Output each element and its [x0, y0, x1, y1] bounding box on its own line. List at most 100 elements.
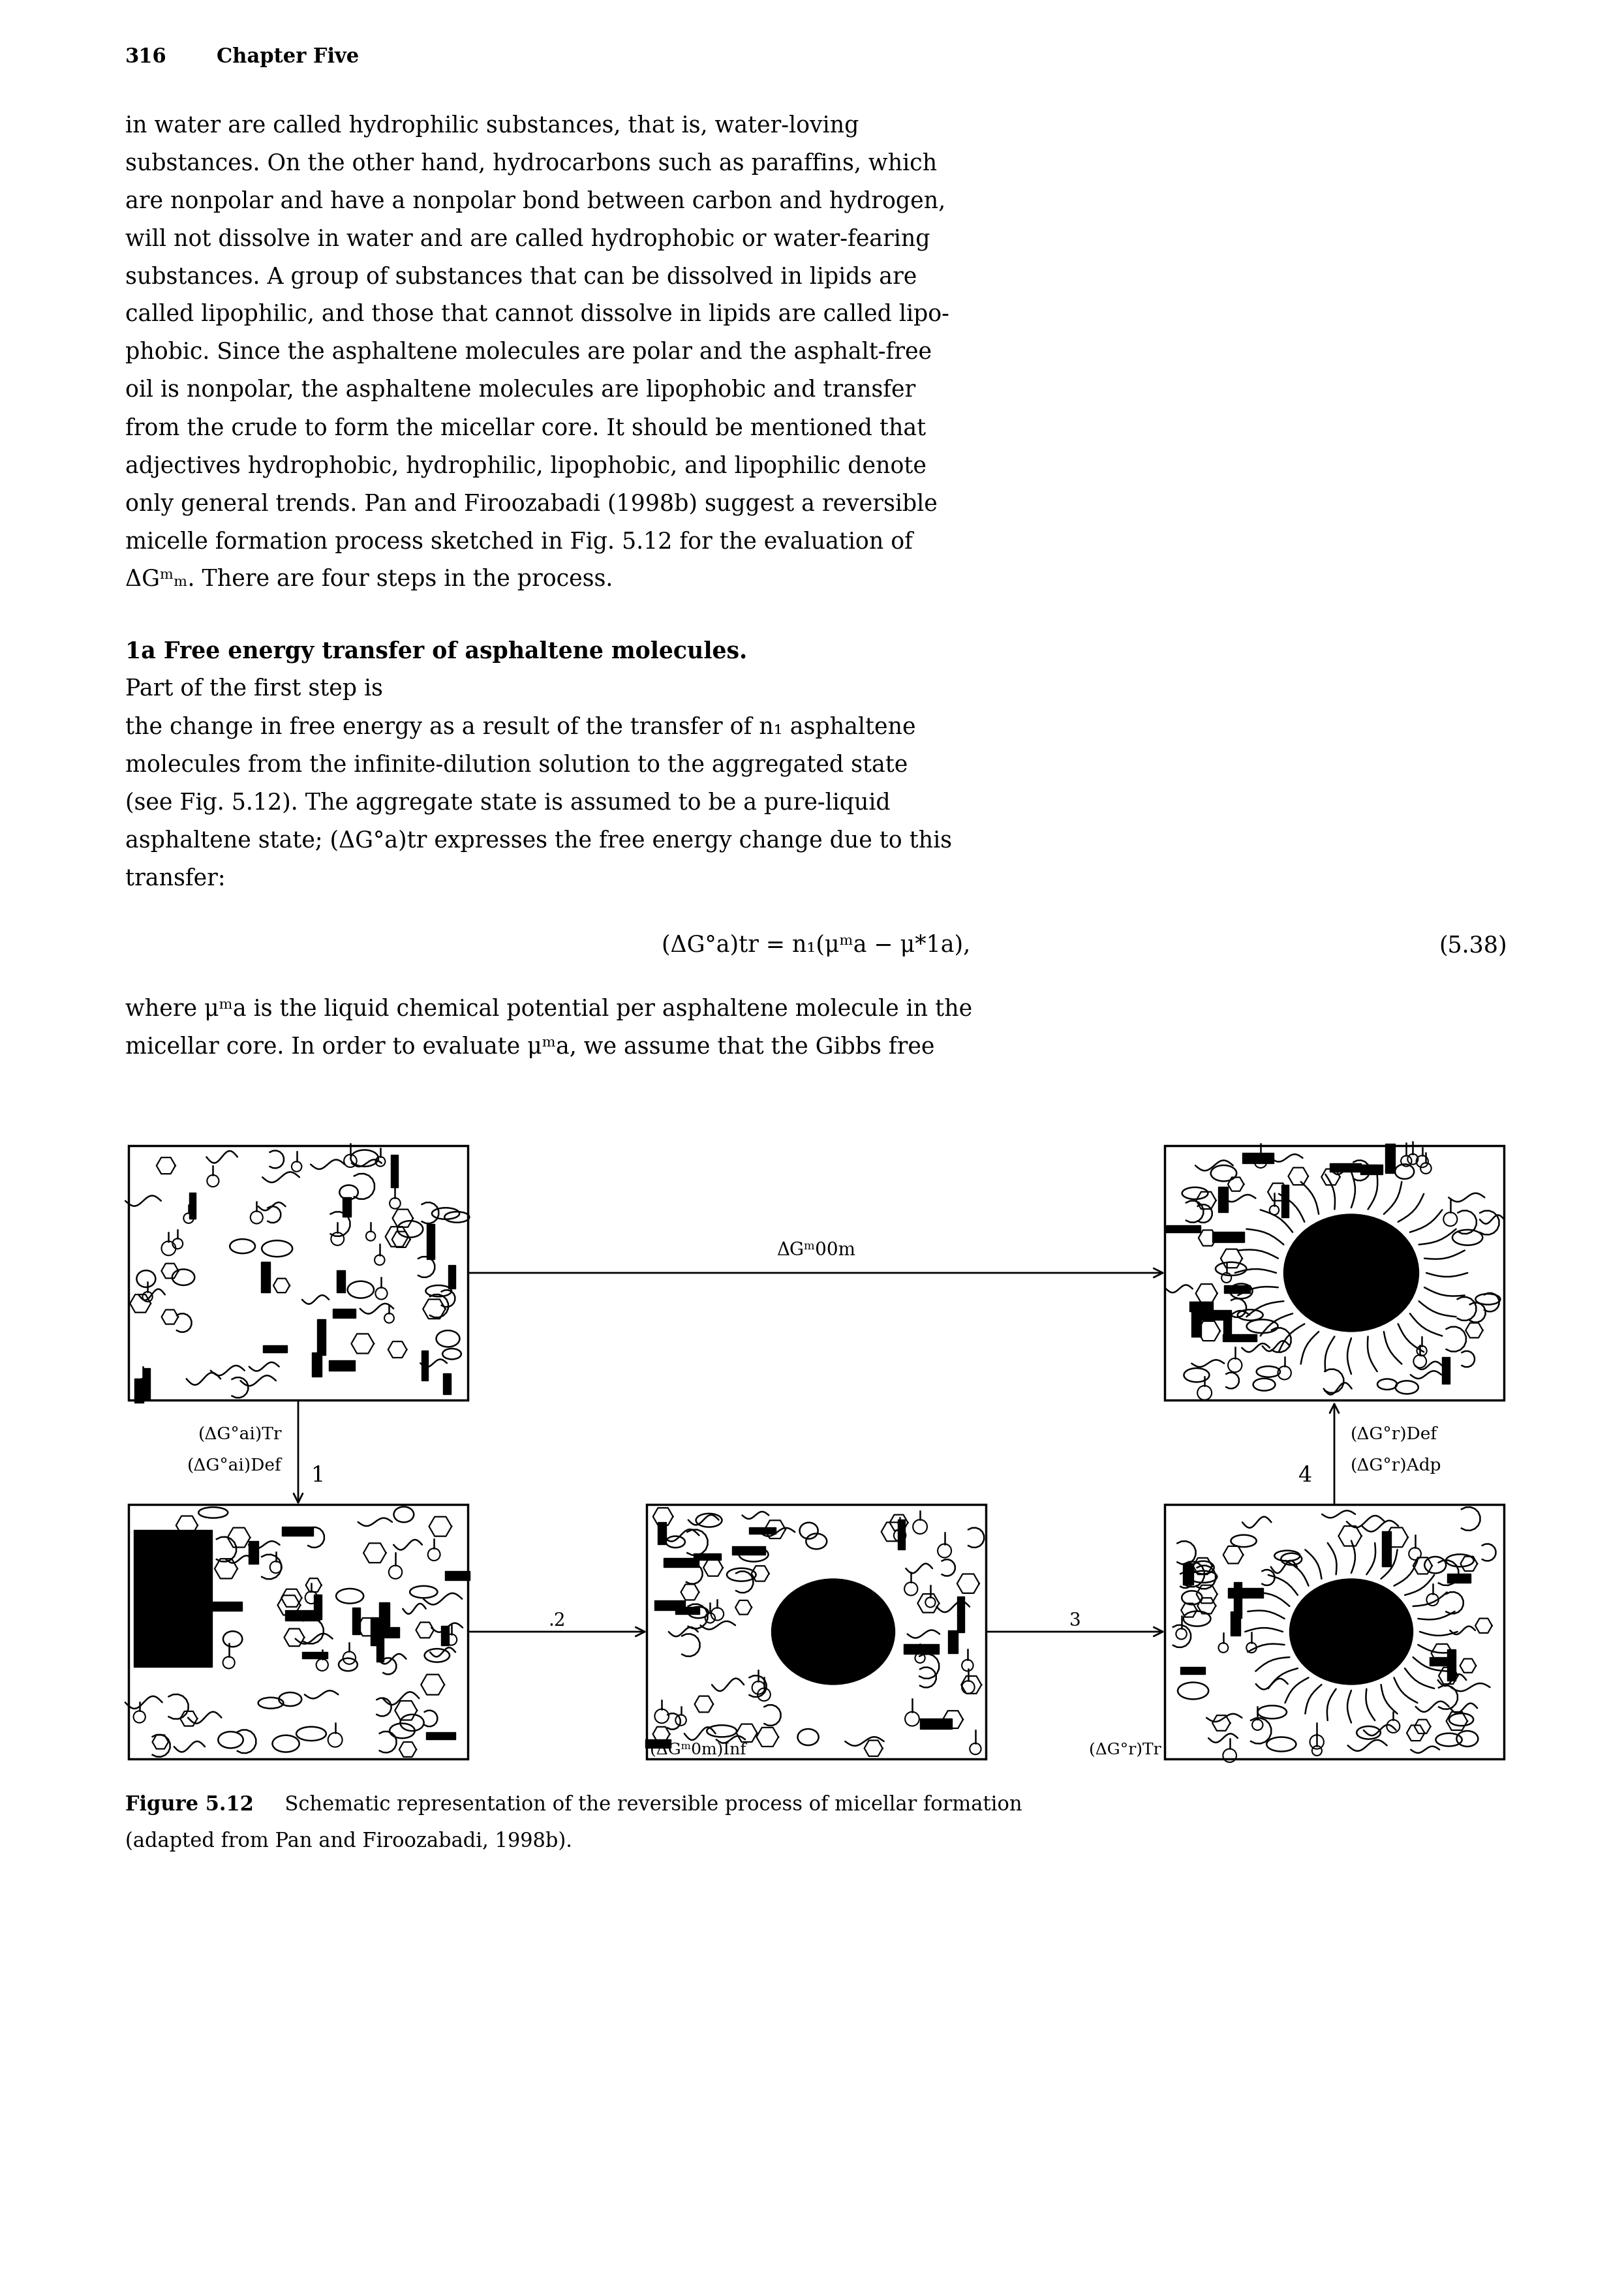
Bar — [352, 1608, 361, 1635]
Text: (adapted from Pan and Firoozabadi, 1998b).: (adapted from Pan and Firoozabadi, 1998b… — [125, 1832, 572, 1853]
Bar — [377, 1628, 400, 1637]
Bar — [330, 1360, 356, 1372]
Bar — [448, 1264, 455, 1289]
Bar — [1164, 1145, 1504, 1399]
Text: ΔGᵐₘ. There are four steps in the process.: ΔGᵐₘ. There are four steps in the proces… — [125, 568, 612, 591]
Text: phobic. Since the asphaltene molecules are polar and the asphalt-free: phobic. Since the asphaltene molecules a… — [125, 341, 932, 364]
Text: (see Fig. 5.12). The aggregate state is assumed to be a pure-liquid: (see Fig. 5.12). The aggregate state is … — [125, 792, 890, 813]
Bar — [1223, 1335, 1257, 1342]
Text: Schematic representation of the reversible process of micellar formation: Schematic representation of the reversib… — [273, 1795, 1021, 1816]
Text: .2: .2 — [549, 1612, 565, 1630]
Bar — [143, 1367, 149, 1399]
Ellipse shape — [1289, 1578, 1413, 1685]
Text: Figure 5.12: Figure 5.12 — [125, 1795, 253, 1816]
Bar — [749, 1527, 776, 1534]
Text: (5.38): (5.38) — [1439, 934, 1507, 957]
Bar — [693, 1553, 721, 1559]
Bar — [248, 1541, 258, 1564]
Bar — [948, 1630, 958, 1653]
Bar — [1182, 1564, 1194, 1585]
Bar — [921, 1720, 952, 1729]
Text: substances. A group of substances that can be dissolved in lipids are: substances. A group of substances that c… — [125, 266, 918, 289]
Bar — [645, 1738, 671, 1747]
Bar — [128, 1505, 468, 1759]
Text: (ΔG°ai)Tr: (ΔG°ai)Tr — [198, 1427, 283, 1443]
Bar — [1223, 1312, 1231, 1333]
Text: oil is nonpolar, the asphaltene molecules are lipophobic and transfer: oil is nonpolar, the asphaltene molecule… — [125, 380, 916, 401]
Bar — [427, 1225, 434, 1260]
Bar — [646, 1505, 986, 1759]
Text: Part of the first step is: Part of the first step is — [125, 678, 383, 701]
Bar — [343, 1198, 351, 1216]
Bar — [1228, 1587, 1263, 1598]
Bar — [1192, 1305, 1202, 1337]
Text: ΔGᵐ00m: ΔGᵐ00m — [776, 1241, 856, 1260]
Bar — [313, 1594, 322, 1619]
Text: only general trends. Pan and Firoozabadi (1998b) suggest a reversible: only general trends. Pan and Firoozabadi… — [125, 492, 937, 515]
Bar — [1281, 1184, 1288, 1218]
Text: will not dissolve in water and are called hydrophobic or water-fearing: will not dissolve in water and are calle… — [125, 227, 931, 250]
Text: adjectives hydrophobic, hydrophilic, lipophobic, and lipophilic denote: adjectives hydrophobic, hydrophilic, lip… — [125, 456, 926, 476]
Text: 3: 3 — [1070, 1612, 1082, 1630]
Bar — [1385, 1143, 1395, 1172]
Text: asphaltene state; (ΔG°a)tr expresses the free energy change due to this: asphaltene state; (ΔG°a)tr expresses the… — [125, 829, 952, 852]
Bar — [317, 1319, 325, 1356]
Bar — [208, 1601, 242, 1610]
Bar — [658, 1523, 666, 1543]
Bar — [1447, 1649, 1455, 1681]
Bar — [443, 1374, 451, 1395]
Bar — [676, 1608, 700, 1614]
Bar — [261, 1262, 270, 1292]
Text: in water are called hydrophilic substances, that is, water-loving: in water are called hydrophilic substanc… — [125, 114, 859, 137]
Text: 316: 316 — [125, 48, 167, 66]
Bar — [1361, 1166, 1382, 1175]
Bar — [336, 1271, 344, 1292]
Bar — [442, 1626, 448, 1647]
Text: where μᵐa is the liquid chemical potential per asphaltene molecule in the: where μᵐa is the liquid chemical potenti… — [125, 998, 973, 1021]
Text: (ΔG°a)tr = n₁(μᵐa − μ*1a),: (ΔG°a)tr = n₁(μᵐa − μ*1a), — [663, 934, 971, 957]
Bar — [445, 1571, 469, 1580]
Bar — [957, 1596, 965, 1633]
Bar — [664, 1557, 698, 1566]
Bar — [1224, 1285, 1250, 1294]
Bar — [1231, 1612, 1241, 1635]
Bar — [1234, 1582, 1241, 1617]
Text: called lipophilic, and those that cannot dissolve in lipids are called lipo-: called lipophilic, and those that cannot… — [125, 302, 950, 325]
Bar — [286, 1610, 320, 1621]
Bar — [333, 1308, 356, 1319]
Ellipse shape — [771, 1578, 895, 1685]
Bar — [898, 1518, 905, 1550]
Bar — [133, 1530, 213, 1667]
Bar — [391, 1154, 398, 1186]
Text: substances. On the other hand, hydrocarbons such as paraffins, which: substances. On the other hand, hydrocarb… — [125, 151, 937, 174]
Bar — [302, 1651, 328, 1658]
Bar — [1382, 1532, 1390, 1566]
Bar — [1218, 1186, 1228, 1211]
Bar — [312, 1353, 322, 1376]
Bar — [1181, 1667, 1205, 1674]
Bar — [378, 1603, 390, 1635]
Bar — [1202, 1310, 1231, 1319]
Bar — [1330, 1163, 1361, 1172]
Text: (ΔG°r)Def: (ΔG°r)Def — [1351, 1427, 1437, 1443]
Ellipse shape — [1283, 1214, 1419, 1330]
Bar — [263, 1344, 287, 1353]
Bar — [1442, 1358, 1450, 1383]
Bar — [421, 1351, 429, 1381]
Text: (ΔG°r)Tr: (ΔG°r)Tr — [1090, 1743, 1161, 1759]
Text: transfer:: transfer: — [125, 868, 226, 889]
Bar — [188, 1193, 197, 1218]
Text: 4: 4 — [1299, 1466, 1312, 1486]
Bar — [1164, 1505, 1504, 1759]
Bar — [370, 1617, 380, 1647]
Bar — [128, 1145, 468, 1399]
Text: (ΔG°ai)Def: (ΔG°ai)Def — [187, 1456, 283, 1475]
Text: micelle formation process sketched in Fig. 5.12 for the evaluation of: micelle formation process sketched in Fi… — [125, 531, 913, 552]
Bar — [1166, 1225, 1200, 1232]
Text: are nonpolar and have a nonpolar bond between carbon and hydrogen,: are nonpolar and have a nonpolar bond be… — [125, 190, 945, 213]
Bar — [1447, 1573, 1471, 1582]
Text: (ΔG°r)Adp: (ΔG°r)Adp — [1351, 1456, 1442, 1475]
Text: from the crude to form the micellar core. It should be mentioned that: from the crude to form the micellar core… — [125, 417, 926, 440]
Bar — [1212, 1232, 1244, 1241]
Bar — [732, 1546, 765, 1555]
